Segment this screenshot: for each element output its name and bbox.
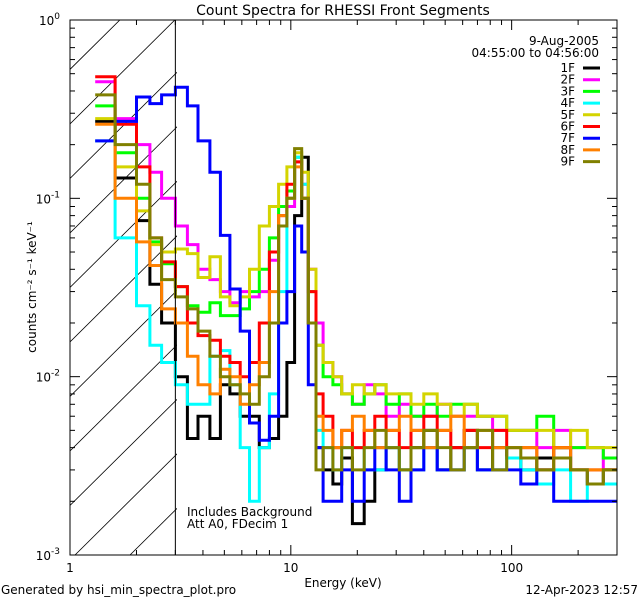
legend-label-6F: 6F: [560, 120, 575, 134]
axis-ticks: [69, 20, 618, 556]
series-line-8F: [95, 122, 617, 472]
series-line-1F: [95, 119, 617, 526]
y-tick-base: 10: [36, 549, 51, 563]
legend-label-3F: 3F: [560, 84, 575, 98]
hatch-line: [70, 398, 177, 507]
series-line-9F: [95, 93, 617, 486]
series-line-3F: [95, 104, 617, 460]
series-line-5F: [95, 117, 617, 450]
y-tick-exponent: 0: [54, 12, 60, 22]
legend-label-8F: 8F: [560, 143, 575, 157]
legend-label-7F: 7F: [560, 131, 575, 145]
y-tick-base: 10: [39, 14, 54, 28]
legend-label-4F: 4F: [560, 96, 575, 110]
y-tick-label: 10-2: [36, 369, 60, 385]
annotation-background: Includes Background: [187, 505, 312, 519]
legend-label-2F: 2F: [560, 73, 575, 87]
hatch-line: [70, 71, 177, 179]
hatch-line: [70, 180, 177, 288]
y-tick-base: 10: [36, 371, 51, 385]
y-tick-label: 10-1: [36, 190, 60, 206]
hatch-line: [70, 344, 177, 452]
time-range-label: 04:55:00 to 04:56:00: [472, 46, 599, 60]
y-tick-exponent: -1: [51, 190, 60, 200]
hatch-line: [240, 0, 640, 555]
x-tick-label: 100: [500, 561, 523, 575]
y-tick-label: 10-3: [36, 547, 60, 563]
y-axis-label: counts cm⁻² s⁻¹ keV⁻¹: [25, 221, 39, 353]
hatch-line: [70, 20, 176, 125]
date-label: 9-Aug-2005: [529, 34, 599, 48]
hatch-line: [74, 453, 177, 555]
x-tick-label: 1: [66, 561, 74, 575]
footer-timestamp: 12-Apr-2023 12:57: [525, 583, 638, 597]
legend-label-5F: 5F: [560, 108, 575, 122]
footer-generated-by: Generated by hsi_min_spectra_plot.pro: [1, 583, 236, 597]
chart-title: Count Spectra for RHESSI Front Segments: [196, 3, 490, 19]
series-line-2F: [95, 80, 617, 472]
legend-label-9F: 9F: [560, 155, 575, 169]
series-line-6F: [95, 75, 617, 472]
hatch-line: [0, 0, 85, 555]
x-tick-label: 10: [283, 561, 298, 575]
y-tick-exponent: -3: [51, 547, 60, 557]
annotation-attenuator: Att A0, FDecim 1: [187, 517, 288, 531]
legend-label-1F: 1F: [560, 61, 575, 75]
y-tick-base: 10: [36, 192, 51, 206]
y-tick-label: 100: [39, 12, 60, 28]
plot-frame: [69, 19, 618, 556]
y-tick-exponent: -2: [51, 369, 60, 379]
series-group: [95, 75, 617, 526]
x-axis-label: Energy (keV): [304, 576, 381, 590]
